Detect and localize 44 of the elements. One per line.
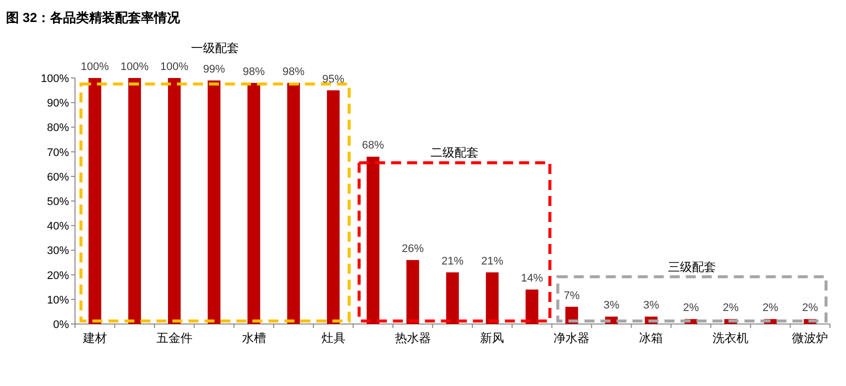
data-label: 3% xyxy=(643,300,660,312)
y-tick-label: 0% xyxy=(53,319,69,331)
data-label: 2% xyxy=(762,302,778,314)
data-label: 98% xyxy=(242,66,265,78)
y-tick-label: 80% xyxy=(46,122,69,134)
y-tick-label: 30% xyxy=(46,245,69,258)
data-label: 14% xyxy=(520,272,543,285)
x-tick-label: 净水器 xyxy=(554,331,590,345)
title: 图 32：各品类精装配套率情况 xyxy=(6,10,180,25)
data-label: 100% xyxy=(120,61,149,73)
y-tick-label: 40% xyxy=(46,220,69,233)
data-label: 21% xyxy=(481,255,504,268)
x-tick-label: 热水器 xyxy=(394,331,431,345)
data-label: 7% xyxy=(564,290,580,302)
data-label: 2% xyxy=(682,302,699,314)
x-tick-label: 建材 xyxy=(82,331,107,345)
x-tick-label: 水槽 xyxy=(242,331,266,345)
annotation: 一级配套 xyxy=(191,41,240,55)
data-label: 3% xyxy=(604,300,620,312)
y-tick-label: 60% xyxy=(46,171,69,184)
y-tick-label: 10% xyxy=(46,294,69,306)
y-tick-label: 100% xyxy=(40,73,69,85)
data-label: 2% xyxy=(802,302,818,314)
x-tick-label: 冰箱 xyxy=(639,331,664,345)
data-label: 26% xyxy=(402,243,424,256)
y-tick-label: 70% xyxy=(46,146,69,159)
x-tick-label: 微波炉 xyxy=(792,331,828,345)
data-label: 100% xyxy=(80,61,109,73)
data-label: 68% xyxy=(362,140,384,152)
data-label: 21% xyxy=(441,255,464,268)
x-tick-label: 五金件 xyxy=(156,331,192,345)
data-label: 2% xyxy=(722,302,739,314)
x-tick-label: 灶具 xyxy=(321,331,346,345)
annotation: 三级配套 xyxy=(668,260,716,274)
x-tick-label: 新风 xyxy=(480,331,504,345)
y-tick-label: 90% xyxy=(46,98,69,110)
data-label: 95% xyxy=(322,73,344,86)
data-label: 98% xyxy=(282,66,305,78)
annotation: 二级配套 xyxy=(430,146,478,160)
y-tick-label: 50% xyxy=(46,196,69,208)
data-label: 99% xyxy=(203,63,226,76)
data-label: 100% xyxy=(160,61,188,73)
y-tick-label: 20% xyxy=(46,270,69,282)
x-tick-label: 洗衣机 xyxy=(712,331,749,345)
